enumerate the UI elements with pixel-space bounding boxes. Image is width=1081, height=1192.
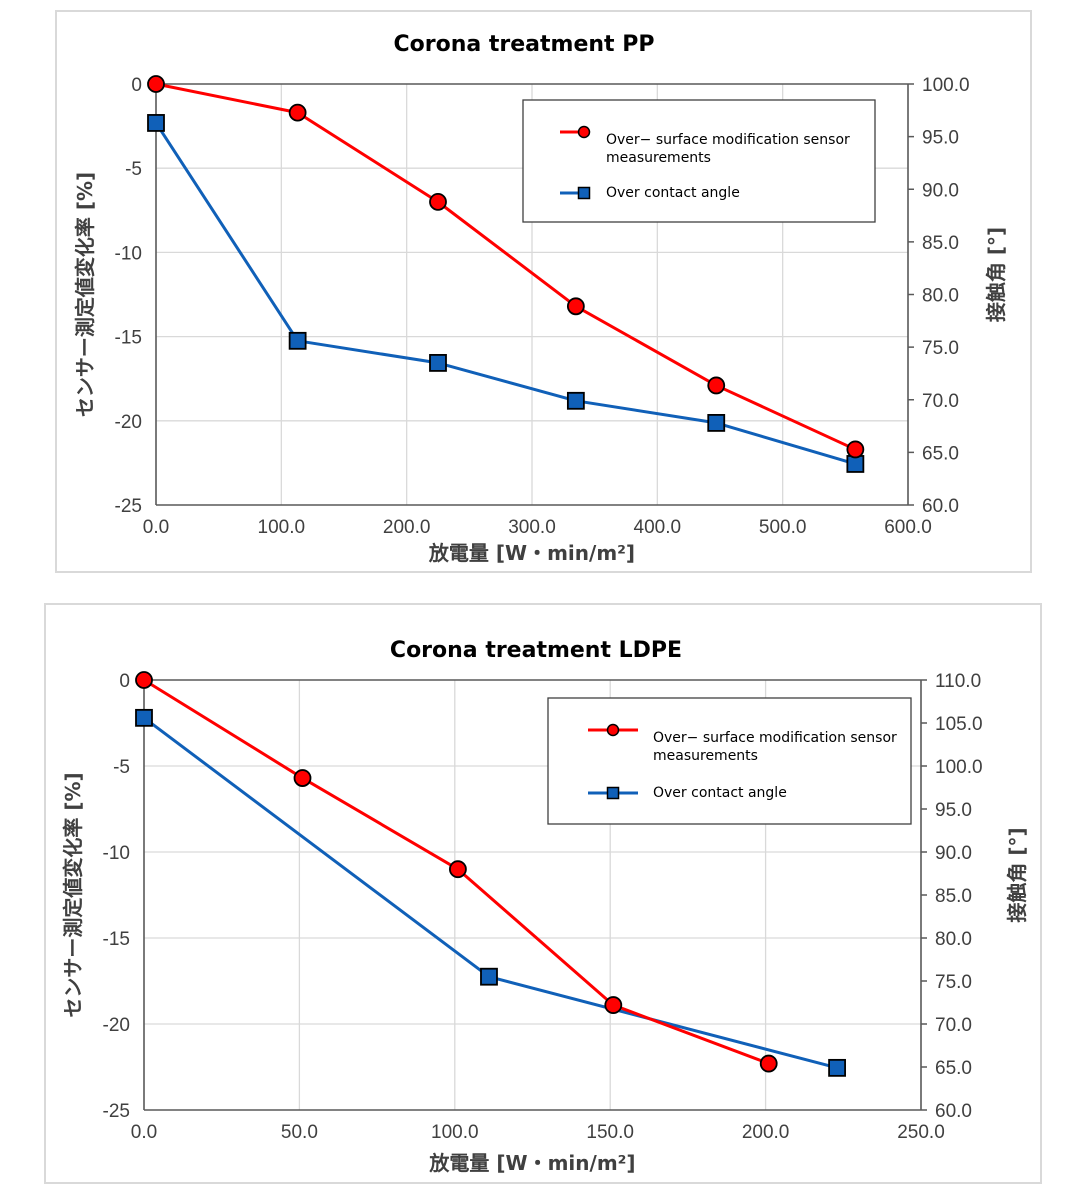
y-tick-label: -20 [115,412,142,433]
legend-circle-marker [606,723,620,737]
y2-tick-label: 110.0 [935,671,981,692]
contact-angle-data-point [429,354,447,372]
x-tick-label: 300.0 [508,517,556,538]
series-line-sensor [155,82,856,451]
y2-tick-label: 70.0 [922,391,959,412]
sensor-data-point [147,75,165,93]
x-tick-label: 50.0 [281,1122,318,1143]
x-tick-label: 200.0 [383,517,431,538]
contact-angle-data-point [147,114,165,132]
x-tick-label: 100.0 [258,517,306,538]
y2-tick-label: 80.0 [935,929,972,950]
contact-angle-data-point [480,967,498,986]
x-tick-label: 250.0 [897,1122,945,1143]
y2-tick-label: 95.0 [935,800,972,821]
legend-square-marker [606,786,620,800]
y2-axis-title: 接触角 [°] [984,227,1008,322]
x-tick-label: 600.0 [884,517,932,538]
x-tick-label: 0.0 [143,517,169,538]
legend-label: measurements [653,748,758,764]
legend-label: Over contact angle [606,185,740,201]
y2-tick-label: 60.0 [922,496,959,517]
y2-tick-label: 95.0 [922,128,959,149]
sensor-data-point [288,103,307,122]
x-tick-label: 150.0 [586,1122,634,1143]
y2-tick-label: 65.0 [922,443,959,464]
y2-tick-label: 75.0 [935,972,972,993]
sensor-data-point [707,376,726,395]
y-tick-label: -5 [113,757,130,778]
y2-tick-label: 90.0 [922,180,959,201]
legend-square-marker [577,186,591,200]
y2-tick-label: 100.0 [935,757,983,778]
sensor-data-point [135,671,153,689]
y2-tick-label: 70.0 [935,1015,972,1036]
y-axis-title: センサー測定値変化率 [%] [73,172,97,417]
legend-circle-marker [577,125,591,139]
x-tick-label: 400.0 [634,517,682,538]
legend-box [547,697,912,825]
y-tick-label: -15 [103,929,130,950]
y-axis-title: センサー測定値変化率 [%] [61,772,85,1017]
y2-tick-label: 85.0 [922,233,959,254]
y2-tick-label: 60.0 [935,1101,972,1122]
chart-title: Corona treatment PP [394,32,655,57]
x-axis-title: 放電量 [W・min/m²] [428,541,635,565]
contact-angle-data-point [288,331,307,350]
y2-tick-label: 105.0 [935,714,983,735]
y2-tick-label: 65.0 [935,1058,972,1079]
y-tick-label: -15 [115,328,142,349]
y-tick-label: 0 [119,671,130,692]
y-tick-label: -10 [115,243,142,264]
x-tick-label: 0.0 [131,1122,157,1143]
y-tick-label: -25 [115,496,142,517]
x-tick-label: 500.0 [759,517,807,538]
contact-angle-data-point [135,708,153,727]
sensor-data-point [604,996,623,1014]
sensor-data-point [429,192,447,211]
y2-tick-label: 75.0 [922,338,959,359]
contact-angle-data-point [566,391,585,410]
y2-tick-label: 85.0 [935,886,972,907]
sensor-data-point [759,1054,778,1073]
chart-pp: Corona treatment PP 0.0 100.0 200.0 300.0 400… [73,32,1008,565]
y-tick-label: 0 [131,75,142,96]
legend: Over− surface modification sensor measure… [547,697,912,825]
x-axis-title: 放電量 [W・min/m²] [428,1151,635,1175]
sensor-data-point [846,440,865,459]
y-tick-label: -25 [103,1101,130,1122]
y-tick-label: -10 [103,843,130,864]
x-tick-label: 200.0 [742,1122,790,1143]
series-line-contact-angle [154,122,856,466]
legend-label: Over contact angle [653,785,787,801]
contact-angle-data-point [846,455,865,473]
legend: Over− surface modification sensor measure… [522,99,876,223]
legend-label: Over− surface modification sensor [606,132,850,148]
sensor-data-point [449,860,467,879]
contact-angle-data-point [828,1058,846,1077]
sensor-data-point [566,297,585,316]
chart-title: Corona treatment LDPE [390,638,682,663]
y-tick-label: -5 [125,159,142,180]
y2-axis-title: 接触角 [°] [1005,827,1029,922]
legend-label: Over− surface modification sensor [653,730,897,746]
contact-angle-data-point [707,414,726,432]
y2-tick-label: 80.0 [922,286,959,307]
y-tick-label: -20 [103,1015,130,1036]
sensor-data-point [293,769,312,787]
legend-box [522,99,876,223]
y2-tick-label: 90.0 [935,843,972,864]
y2-tick-label: 100.0 [922,75,970,96]
legend-label: measurements [606,150,711,166]
chart-ldpe: Corona treatment LDPE 0.0 50.0 100.0 150.0 20… [61,638,1029,1175]
x-tick-label: 100.0 [431,1122,479,1143]
